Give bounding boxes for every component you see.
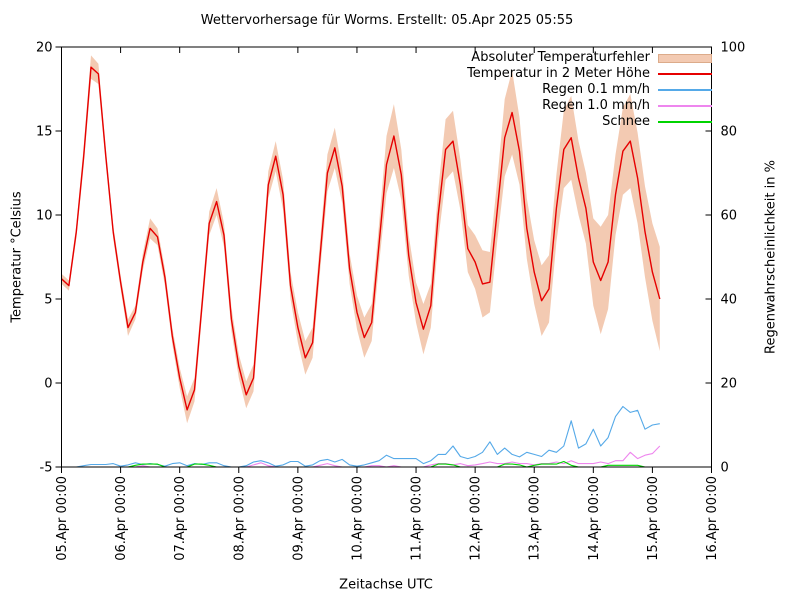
legend-label: Absoluter Temperaturfehler [471,50,650,65]
y-left-tick-label: 10 [36,209,53,224]
legend-label: Temperatur in 2 Meter Höhe [467,66,650,81]
temperature-line [61,66,661,411]
band-swatch-icon [658,53,712,63]
y-left-tick-label: 15 [36,125,53,140]
y-right-tick-label: 60 [721,209,738,224]
x-tick-label: 05.Apr 00:00 [55,476,70,561]
x-tick-label: 10.Apr 00:00 [350,476,365,561]
temperature-error-band [61,55,660,424]
x-tick-label: 09.Apr 00:00 [291,476,306,561]
x-tick-label: 16.Apr 00:00 [705,476,720,561]
x-tick-label: 14.Apr 00:00 [587,476,602,561]
y-right-tick-label: 0 [721,461,729,476]
legend: Absoluter Temperaturfehler Temperatur in… [467,50,712,130]
y-right-tick-label: 40 [721,293,738,308]
x-tick-label: 15.Apr 00:00 [646,476,661,561]
line-swatch-icon [658,121,712,123]
legend-label: Regen 0.1 mm/h [542,82,650,97]
x-tick-label: 08.Apr 00:00 [232,476,247,561]
legend-label: Schnee [602,114,650,129]
legend-entry-temperature-error: Absoluter Temperaturfehler [467,50,712,66]
y-left-tick-label: 5 [44,293,52,308]
y-right-tick-label: 20 [721,377,738,392]
rain-01-line [61,405,660,468]
y-right-tick-label: 100 [721,41,746,56]
legend-entry-rain-01: Regen 0.1 mm/h [467,82,712,98]
x-axis-label: Zeitachse UTC [339,577,433,593]
x-tick-label: 12.Apr 00:00 [469,476,484,561]
snow-line [61,460,660,468]
chart-title: Wettervorhersage für Worms. Erstellt: 05… [200,13,574,28]
legend-entry-temperature: Temperatur in 2 Meter Höhe [467,66,712,82]
line-swatch-icon [658,73,712,75]
legend-label: Regen 1.0 mm/h [542,98,650,113]
plot-frame [61,46,712,468]
y-right-tick-label: 80 [721,125,738,140]
x-tick-label: 11.Apr 00:00 [410,476,425,561]
line-swatch-icon [658,105,712,107]
x-tick-label: 06.Apr 00:00 [114,476,129,561]
legend-entry-rain-10: Regen 1.0 mm/h [467,98,712,114]
x-tick-label: 13.Apr 00:00 [528,476,543,561]
x-tick-label: 07.Apr 00:00 [173,476,188,561]
y-axis-right-label: Regenwahrscheinlichkeit in % [763,160,779,354]
y-axis-left-label: Temperatur °Celsius [9,191,25,323]
line-swatch-icon [658,89,712,91]
y-left-tick-label: 20 [36,41,53,56]
y-left-tick-label: 0 [44,377,52,392]
y-left-tick-label: -5 [40,461,53,476]
legend-entry-snow: Schnee [467,114,712,130]
